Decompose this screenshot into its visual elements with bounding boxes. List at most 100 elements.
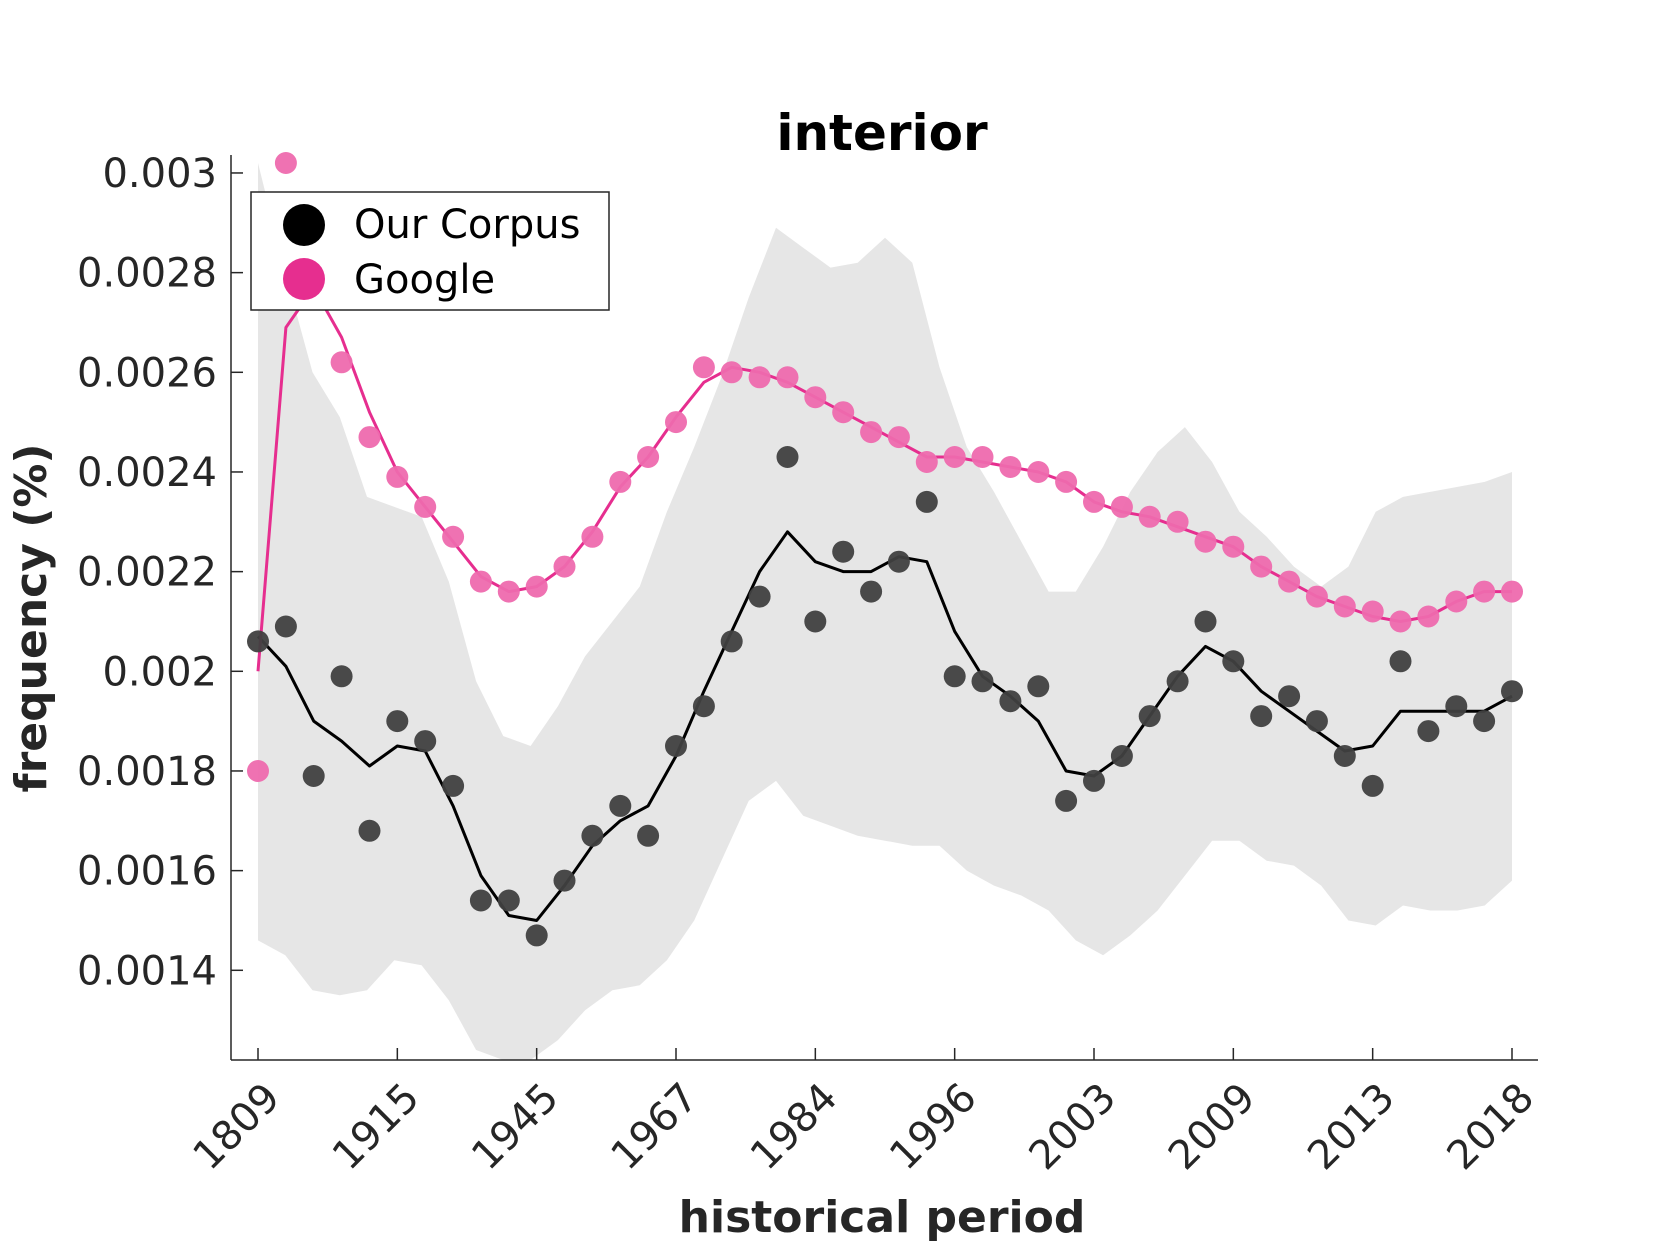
point-google (386, 465, 409, 488)
point-google (1027, 461, 1050, 483)
point-google (860, 421, 883, 444)
point-our-corpus (1055, 789, 1078, 812)
point-google (1501, 580, 1523, 603)
point-our-corpus (1110, 745, 1133, 767)
point-google (442, 525, 465, 548)
point-google (1417, 605, 1440, 628)
y-tick-label: 0.0028 (77, 251, 217, 297)
point-google (469, 570, 492, 593)
point-google (1222, 535, 1245, 558)
point-our-corpus (1333, 745, 1356, 767)
point-google (1055, 470, 1078, 493)
point-google (943, 446, 966, 468)
point-google (247, 760, 269, 782)
point-our-corpus (1083, 769, 1105, 792)
legend-label-google: Google (354, 257, 495, 303)
point-google (330, 351, 353, 374)
point-our-corpus (1027, 675, 1050, 698)
legend-label-our-corpus: Our Corpus (354, 202, 580, 248)
y-tick-label: 0.0024 (77, 450, 217, 496)
point-google (581, 525, 604, 548)
y-tick-label: 0.003 (102, 151, 217, 197)
point-our-corpus (720, 630, 743, 653)
point-our-corpus (358, 819, 381, 842)
point-google (414, 495, 437, 518)
point-google (692, 356, 715, 379)
point-our-corpus (1250, 705, 1273, 728)
point-our-corpus (692, 695, 715, 718)
band-area (258, 163, 1512, 1060)
y-tick-label: 0.0018 (77, 749, 217, 795)
point-our-corpus (414, 730, 437, 753)
point-google (665, 411, 687, 434)
point-our-corpus (1389, 650, 1412, 673)
point-google (1194, 530, 1217, 553)
point-google (1333, 595, 1356, 618)
point-google (637, 446, 660, 468)
point-our-corpus (1166, 670, 1189, 693)
point-our-corpus (247, 630, 269, 653)
point-our-corpus (386, 710, 409, 733)
point-our-corpus (1194, 610, 1217, 633)
smoothed-lines (256, 286, 1513, 922)
point-google (1473, 580, 1496, 603)
point-our-corpus (887, 550, 910, 573)
point-our-corpus (1445, 695, 1468, 718)
confidence-band (258, 163, 1512, 1060)
data-points (247, 152, 1523, 947)
point-our-corpus (1361, 774, 1384, 797)
point-our-corpus (581, 824, 604, 847)
line-google-smoothed (256, 286, 1512, 672)
point-our-corpus (915, 490, 938, 513)
point-our-corpus (525, 924, 548, 947)
point-our-corpus (1305, 710, 1328, 733)
point-google (720, 361, 743, 384)
point-our-corpus (330, 665, 353, 688)
point-our-corpus (1417, 720, 1440, 743)
point-google (1110, 495, 1133, 518)
point-google (609, 470, 632, 493)
chart-title: interior (776, 104, 988, 162)
point-our-corpus (609, 794, 632, 817)
point-our-corpus (832, 540, 855, 563)
point-google (1361, 600, 1384, 623)
point-google (1278, 570, 1301, 593)
point-our-corpus (804, 610, 827, 633)
point-our-corpus (971, 670, 994, 693)
point-our-corpus (469, 889, 492, 912)
point-google (1138, 505, 1161, 528)
y-tick-label: 0.0022 (77, 550, 217, 596)
point-google (1166, 510, 1189, 533)
point-google (915, 451, 938, 473)
point-google (971, 446, 994, 468)
point-our-corpus (1473, 710, 1496, 733)
x-axis-title: historical period (679, 1192, 1086, 1243)
legend: Our Corpus Google (250, 191, 610, 311)
point-google (553, 555, 576, 578)
point-google (887, 426, 910, 449)
point-our-corpus (497, 889, 520, 912)
point-google (804, 386, 827, 409)
point-google (748, 366, 771, 389)
point-our-corpus (1222, 650, 1245, 673)
point-google (497, 580, 520, 603)
point-our-corpus (776, 446, 799, 468)
point-google (832, 401, 855, 424)
y-tick-label: 0.0016 (77, 849, 217, 895)
point-our-corpus (1278, 685, 1301, 708)
y-tick-label: 0.0026 (77, 350, 217, 396)
point-our-corpus (860, 580, 883, 603)
axes (230, 155, 1538, 1061)
point-google (999, 456, 1022, 478)
y-tick-label: 0.002 (102, 649, 217, 695)
point-google (525, 575, 548, 598)
point-google (1083, 490, 1105, 513)
point-our-corpus (665, 735, 687, 757)
point-google (776, 366, 799, 389)
point-our-corpus (1138, 705, 1161, 728)
point-our-corpus (302, 765, 325, 787)
point-our-corpus (999, 690, 1022, 713)
line-our-corpus-smoothed (256, 530, 1513, 922)
point-google (1445, 590, 1468, 613)
